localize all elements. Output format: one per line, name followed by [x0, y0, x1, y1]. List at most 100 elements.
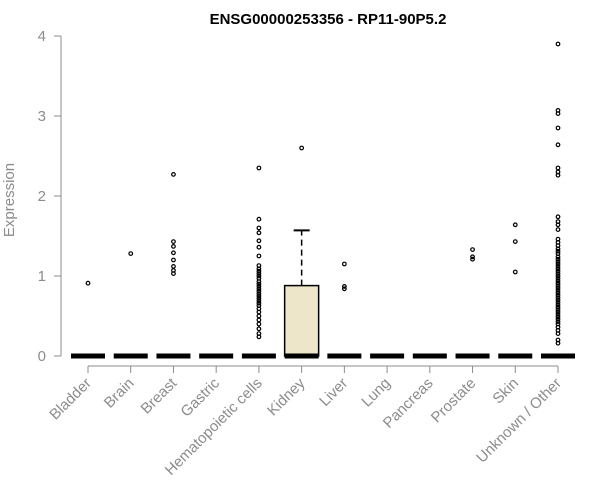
outlier-point: [555, 111, 561, 116]
y-tick-label: 0: [38, 348, 46, 365]
outlier-point: [256, 279, 262, 285]
x-tick-label: Kidney: [264, 374, 309, 419]
outlier-point: [512, 269, 518, 275]
outlier-point: [256, 225, 262, 231]
box-5: [283, 145, 320, 359]
outlier-point: [256, 268, 262, 274]
outlier-point: [555, 276, 561, 281]
outlier-point: [555, 288, 561, 293]
box-11: [541, 41, 575, 359]
outlier-point: [555, 297, 561, 303]
outlier-point: [555, 309, 561, 315]
chart-title: ENSG00000253356 - RP11-90P5.2: [210, 11, 447, 28]
y-ticks: 0 1 2 3 4: [38, 28, 61, 365]
outlier-point: [555, 292, 561, 298]
outlier-point: [555, 271, 561, 277]
outlier-point: [256, 216, 262, 222]
outlier-point: [256, 321, 262, 327]
outlier-point: [256, 298, 262, 304]
outlier-point: [171, 250, 176, 256]
y-tick-label: 3: [38, 108, 46, 125]
box-6: [327, 261, 362, 359]
outlier-point: [555, 285, 561, 291]
outlier-point: [256, 165, 262, 171]
y-axis-label: Expression: [1, 163, 18, 237]
outlier-point: [512, 239, 518, 245]
outlier-point: [128, 251, 134, 257]
outlier-point: [256, 291, 262, 297]
outlier-point: [555, 290, 561, 296]
y-tick-label: 4: [38, 28, 46, 45]
outlier-point: [555, 340, 561, 346]
outlier-point: [555, 283, 561, 289]
box-9: [455, 247, 490, 359]
outlier-point: [555, 256, 561, 262]
outlier-point: [555, 227, 561, 233]
outlier-point: [555, 254, 561, 260]
outlier-point: [555, 300, 561, 305]
outlier-point: [256, 300, 262, 306]
outlier-point: [171, 243, 176, 249]
outlier-point: [85, 280, 91, 286]
outlier-point: [341, 286, 347, 292]
box-2: [156, 171, 191, 359]
outlier-point: [171, 239, 176, 245]
outlier-point: [555, 331, 561, 337]
boxes: [71, 41, 575, 359]
x-tick-label: Liver: [316, 375, 351, 410]
outlier-point: [171, 257, 176, 263]
outlier-point: [256, 296, 262, 301]
outlier-point: [256, 281, 262, 287]
outlier-point: [256, 309, 262, 315]
x-tick-label: Breast: [138, 374, 181, 417]
outlier-point: [555, 222, 561, 228]
outlier-point: [555, 314, 561, 320]
outlier-point: [555, 248, 561, 254]
outlier-point: [555, 125, 561, 131]
y-tick-label: 1: [38, 268, 46, 285]
y-tick-label: 2: [38, 188, 46, 205]
outlier-point: [555, 316, 561, 322]
outlier-point: [555, 278, 561, 284]
outlier-point: [256, 271, 262, 277]
box-rect: [283, 284, 320, 357]
outlier-point: [512, 222, 518, 228]
outlier-point: [555, 261, 561, 267]
outlier-point: [470, 256, 475, 262]
outlier-point: [256, 334, 262, 340]
outlier-point: [470, 247, 475, 253]
box-4: [241, 165, 276, 359]
outlier-point: [256, 313, 262, 319]
outlier-point: [256, 273, 262, 279]
outlier-point: [555, 295, 561, 301]
outlier-point: [171, 271, 176, 277]
outlier-point: [555, 312, 561, 317]
outlier-point: [555, 280, 561, 286]
outlier-point: [171, 171, 176, 177]
x-tick-label: Lung: [358, 375, 394, 411]
outlier-point: [555, 304, 561, 310]
outlier-point: [341, 284, 347, 289]
outlier-point: [256, 317, 262, 323]
outlier-point: [256, 253, 262, 259]
outlier-point: [256, 288, 262, 294]
outlier-point: [555, 302, 561, 308]
outlier-point: [555, 246, 561, 252]
outlier-point: [256, 238, 262, 244]
outlier-point: [256, 244, 262, 250]
x-tick-label: Brain: [101, 375, 138, 412]
outlier-point: [341, 261, 347, 267]
outlier-point: [555, 172, 561, 178]
outlier-point: [555, 273, 561, 279]
outlier-point: [256, 293, 262, 299]
outlier-point: [555, 319, 561, 325]
outlier-point: [555, 266, 561, 272]
outlier-point: [555, 268, 561, 274]
outlier-point: [555, 165, 561, 171]
outlier-point: [256, 230, 262, 236]
outlier-point: [256, 326, 262, 332]
outlier-point: [555, 307, 561, 313]
outlier-point: [256, 284, 262, 289]
